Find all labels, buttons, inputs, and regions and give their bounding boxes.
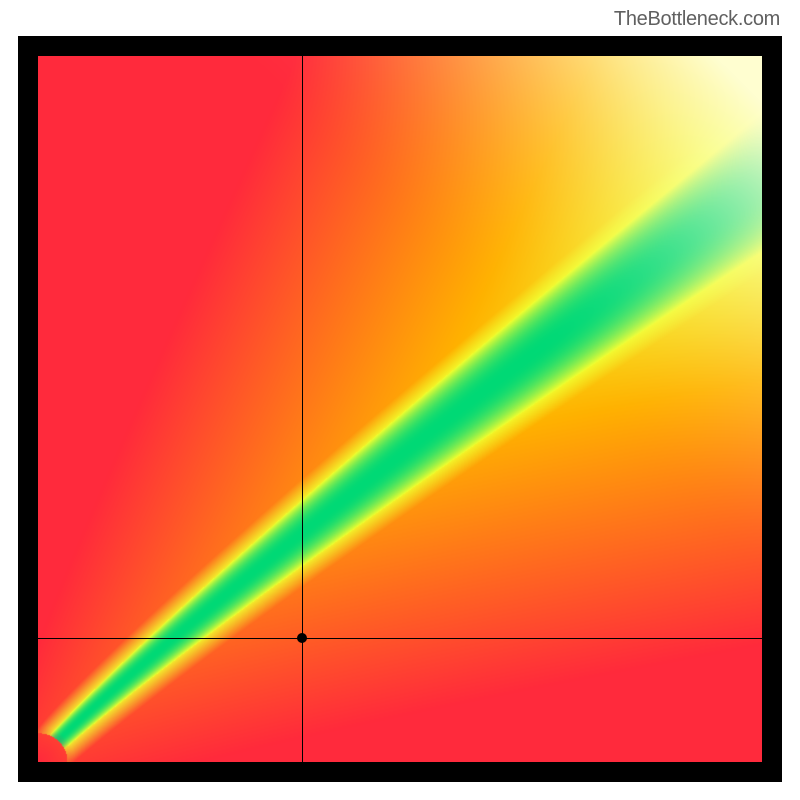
chart-container: TheBottleneck.com [0, 0, 800, 800]
heatmap-area [38, 56, 762, 762]
heatmap-canvas [38, 56, 762, 762]
crosshair-point [297, 633, 307, 643]
watermark-text: TheBottleneck.com [614, 8, 780, 31]
crosshair-vertical [302, 56, 303, 762]
crosshair-horizontal [38, 638, 762, 639]
plot-frame [18, 36, 782, 782]
